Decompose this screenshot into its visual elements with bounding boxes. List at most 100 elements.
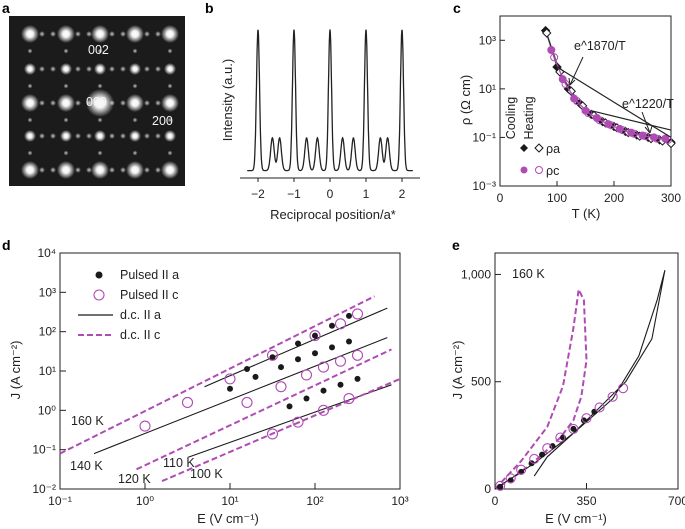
satellite-spot xyxy=(120,100,126,106)
annotation-arrow-head xyxy=(644,125,653,134)
panel-c-x-tick-label: 100 xyxy=(547,191,567,205)
diffraction-spot xyxy=(60,130,72,142)
satellite-spot xyxy=(120,133,126,139)
satellite-spot xyxy=(109,100,115,106)
satellite-spot xyxy=(109,31,115,37)
legend-header-cooling: Cooling xyxy=(504,97,518,139)
satellite-spot xyxy=(155,133,161,139)
panel-c-ylabel: ρ (Ω cm) xyxy=(458,75,473,125)
panel-b-xlabel: Reciprocal position/a* xyxy=(270,207,396,222)
panel-d-y-tick-label: 10³ xyxy=(39,285,56,299)
satellite-spot xyxy=(50,66,56,72)
panel-d-frame xyxy=(59,252,401,490)
panel-e-temp-label: 160 K xyxy=(512,267,545,281)
panel-d-pulsed-a-point xyxy=(303,395,310,402)
satellite-spot xyxy=(86,66,92,72)
panel-e-pulsed-a-point xyxy=(518,468,525,475)
panel-d-pulsed-c-point xyxy=(300,369,313,381)
panel-d-pulsed-a-point xyxy=(346,312,352,319)
annotation-arrow-head xyxy=(568,77,576,86)
panel-d-pulsed-a-point xyxy=(312,350,318,357)
diffraction-spot xyxy=(57,94,75,112)
panel-d-pulsed-c-point xyxy=(317,404,330,416)
panel-d-pulsed-a-point xyxy=(278,364,284,371)
satellite-spot xyxy=(86,31,92,37)
diffraction-spot xyxy=(60,63,72,75)
satellite-spot xyxy=(50,31,56,37)
panel-c-y-tick-label: 10¹ xyxy=(479,82,496,96)
satellite-spot xyxy=(39,167,45,173)
diffraction-spot xyxy=(21,25,39,43)
diffraction-spot xyxy=(94,63,106,75)
panel-d-dc-a-line xyxy=(204,307,388,388)
panel-b-letter: b xyxy=(205,0,214,16)
panel-d-pulsed-a-point xyxy=(337,381,344,388)
legend-marker-rho-c-heating xyxy=(535,166,543,174)
panel-c-y-tick-label: 10³ xyxy=(479,33,496,47)
panel-d-y-tick-label: 10² xyxy=(39,325,56,339)
panel-d-x-tick-label: 10¹ xyxy=(221,494,238,508)
diffraction-spot xyxy=(161,25,179,43)
panel-c-y-tick-label: 10⁻¹ xyxy=(472,130,496,144)
panel-b-x-tick-label: 1 xyxy=(363,187,370,201)
satellite-spot xyxy=(120,66,126,72)
legend-marker-rho-c-cooling xyxy=(520,166,528,174)
satellite-spot xyxy=(63,48,69,54)
panel-d-pulsed-c-point xyxy=(343,392,355,405)
panel-e-pulsed-a-point xyxy=(507,477,514,484)
panel-c-y-tick-label: 10⁻³ xyxy=(472,179,496,193)
panel-e-letter: e xyxy=(452,237,460,253)
panel-d-ylabel: J (A cm⁻²) xyxy=(8,341,23,400)
legend-marker-rho-a-cooling xyxy=(520,144,528,152)
annotation-e1870: e^1870/T xyxy=(574,39,626,53)
panel-b-x-tick-label: −1 xyxy=(287,187,301,201)
satellite-spot xyxy=(132,83,138,89)
panel-d-pulsed-c-point xyxy=(139,420,151,432)
annotation-e1220: e^1220/T xyxy=(622,97,674,111)
diffraction-spot xyxy=(161,161,179,179)
panel-d-pulsed-c-point xyxy=(351,349,364,361)
panel-b-x-tick-label: −2 xyxy=(251,187,265,201)
satellite-spot xyxy=(120,31,126,37)
panel-e-pulsed-a-point xyxy=(539,451,546,458)
panel-d-x-tick-label: 10⁻¹ xyxy=(48,494,72,508)
panel-d-pulsed-a-point xyxy=(329,344,335,351)
panel-e-pulsed-c-point xyxy=(505,473,516,484)
diffraction-spot xyxy=(21,161,39,179)
panel-d-pulsed-c-point xyxy=(181,396,194,409)
panel-d-pulsed-c-point xyxy=(334,355,347,367)
panel-d-pulsed-c-point xyxy=(317,361,330,373)
diffraction-spot xyxy=(21,94,39,112)
panel-c-point xyxy=(618,126,627,135)
satellite-spot xyxy=(97,48,103,54)
panel-b-x-tick-label: 0 xyxy=(327,187,334,201)
panel-d-dc-c-line xyxy=(59,295,375,455)
diffraction-spot xyxy=(86,89,114,117)
diffraction-spot xyxy=(161,94,179,112)
panel-d-pulsed-a-point xyxy=(269,354,276,361)
panel-a-diffraction-image xyxy=(9,16,185,186)
panel-d-dc-a-line xyxy=(93,337,388,455)
satellite-spot xyxy=(75,167,81,173)
satellite-spot xyxy=(75,100,81,106)
diffraction-spot xyxy=(126,25,144,43)
panel-c-point xyxy=(561,80,570,88)
panel-a-letter: a xyxy=(2,0,10,16)
panel-d-y-tick-label: 10⁰ xyxy=(38,403,56,417)
panel-c-point xyxy=(664,135,673,144)
diffraction-spot xyxy=(126,161,144,179)
panel-c-point xyxy=(666,138,676,149)
panel-d-pulsed-c-point xyxy=(275,381,287,393)
panel-c-point xyxy=(572,97,581,105)
legend-marker-pulsed-c xyxy=(93,289,105,301)
panel-d-pulsed-a-point xyxy=(329,322,335,329)
panel-d-pulsed-c-point xyxy=(351,308,364,320)
panel-c-plot: 10³ 10¹ 10⁻¹ 10⁻³0 100 200 300 xyxy=(472,15,681,205)
panel-e-pulsed-c-point xyxy=(529,453,540,465)
panel-c-point xyxy=(542,28,552,38)
legend-marker-pulsed-a xyxy=(95,271,103,279)
panel-d-pulsed-a-point xyxy=(354,375,361,382)
panel-e-pulsed-a-point xyxy=(591,408,598,415)
satellite-spot xyxy=(75,66,81,72)
panel-c-point xyxy=(595,116,604,125)
